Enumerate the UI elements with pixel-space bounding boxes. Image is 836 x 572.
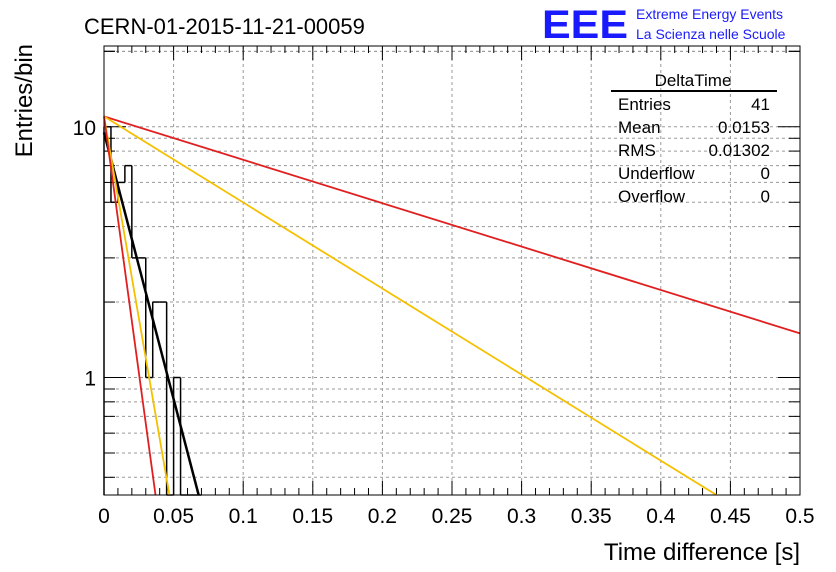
x-tick-label: 0.4 bbox=[646, 505, 676, 528]
eee-logo: EEE bbox=[542, 3, 628, 47]
x-tick-label: 0.3 bbox=[507, 505, 536, 528]
stats-value: 0 bbox=[761, 164, 770, 183]
grid-lines bbox=[104, 46, 800, 495]
x-tick-label: 0 bbox=[98, 505, 110, 528]
y-axis-label: Entries/bin bbox=[11, 44, 38, 157]
x-axis-label: Time difference [s] bbox=[604, 539, 800, 566]
x-tick-label: 0.45 bbox=[710, 505, 751, 528]
stats-value: 0.0153 bbox=[718, 118, 770, 137]
fit-curve-4 bbox=[103, 116, 171, 496]
stats-label: RMS bbox=[618, 141, 656, 160]
stats-box: DeltaTime Entries 41 Mean 0.0153 RMS 0.01302 U… bbox=[611, 71, 777, 206]
fit-curve-3 bbox=[103, 115, 717, 496]
stats-value: 41 bbox=[751, 95, 770, 114]
stats-label: Mean bbox=[618, 118, 661, 137]
x-tick-label: 0.35 bbox=[571, 505, 612, 528]
y-tick-label: 10 bbox=[73, 117, 96, 140]
x-tick-label: 0.05 bbox=[153, 505, 194, 528]
logo-line-1: Extreme Energy Events bbox=[636, 6, 783, 22]
fit-curve-5 bbox=[103, 116, 157, 496]
stats-value: 0.01302 bbox=[709, 141, 770, 160]
stats-value: 0 bbox=[761, 187, 770, 206]
stats-label: Underflow bbox=[618, 164, 695, 183]
fit-curves bbox=[102, 115, 801, 496]
tick-labels: 0 0.05 0.1 0.15 0.2 0.25 0.3 0.35 0.4 0.45 0.5 1 10 bbox=[73, 117, 815, 528]
x-tick-label: 0.25 bbox=[432, 505, 473, 528]
logo-line-2: La Scienza nelle Scuole bbox=[636, 26, 786, 42]
chart-title: CERN-01-2015-11-21-00059 bbox=[84, 14, 365, 39]
x-tick-label: 0.1 bbox=[229, 505, 258, 528]
x-tick-label: 0.15 bbox=[292, 505, 333, 528]
plot-frame bbox=[103, 45, 801, 496]
stats-label: Entries bbox=[618, 95, 671, 114]
x-tick-label: 0.2 bbox=[368, 505, 397, 528]
fit-curve-1 bbox=[102, 132, 200, 496]
y-tick-label: 1 bbox=[84, 368, 96, 391]
fit-curve-2 bbox=[103, 115, 801, 335]
x-tick-label: 0.5 bbox=[785, 505, 814, 528]
stats-label: Overflow bbox=[618, 187, 686, 206]
stats-title: DeltaTime bbox=[655, 71, 732, 90]
